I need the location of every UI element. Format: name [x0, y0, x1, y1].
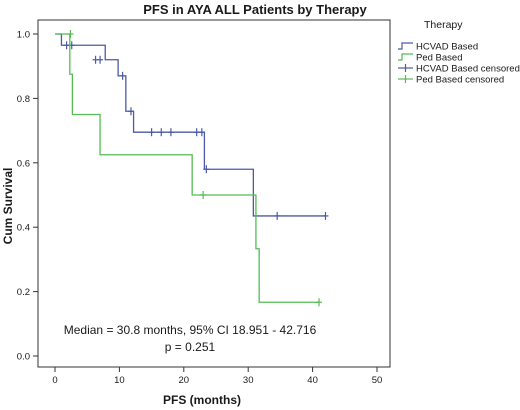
legend-swatch: [398, 42, 413, 50]
censor-mark-hcvad-based: [274, 211, 281, 220]
censor-mark-hcvad-based: [119, 71, 126, 80]
legend-label: Ped Based censored: [416, 75, 504, 86]
censor-mark-hcvad-based: [158, 128, 165, 137]
y-tick-label: 0.8: [17, 94, 30, 105]
censor-mark-hcvad-based: [198, 128, 205, 137]
x-axis-title: PFS (months): [163, 393, 241, 407]
y-tick-label: 0.4: [17, 223, 30, 234]
legend-item: HCVAD Based: [398, 42, 478, 53]
x-tick-label: 0: [52, 375, 57, 386]
x-tick-label: 50: [372, 375, 383, 386]
y-tick-label: 0.6: [17, 158, 30, 169]
censor-mark-hcvad-based: [127, 107, 134, 116]
legend-swatch: [398, 53, 413, 61]
x-tick-label: 40: [307, 375, 318, 386]
x-tick-label: 20: [179, 375, 190, 386]
median-annotation: Median = 30.8 months, 95% CI 18.951 - 42…: [64, 323, 317, 337]
series-line-ped-based: [55, 33, 320, 303]
legend-label: HCVAD Based: [416, 42, 478, 53]
y-axis-title: Cum Survival: [1, 168, 15, 245]
censor-mark-ped-based: [200, 191, 207, 199]
plot-frame: [37, 19, 391, 368]
legend-title: Therapy: [424, 19, 463, 31]
legend-item: HCVAD Based censored: [398, 64, 520, 75]
y-tick-label: 0.2: [17, 287, 30, 298]
censor-mark-ped-based: [67, 30, 74, 38]
censor-mark-hcvad-based: [97, 55, 104, 64]
series-line-hcvad-based: [55, 33, 326, 217]
censor-mark-hcvad-based: [167, 128, 174, 137]
chart-title: PFS in AYA ALL Patients by Therapy: [143, 2, 367, 17]
censor-mark-hcvad-based: [193, 128, 200, 137]
y-tick-label: 1.0: [17, 30, 30, 41]
legend-item: Ped Based censored: [398, 75, 504, 86]
p-value-annotation: p = 0.251: [165, 340, 216, 354]
legend-swatch: [398, 75, 413, 83]
censor-mark-hcvad-based: [148, 128, 155, 137]
legend-label: Ped Based: [416, 53, 462, 64]
censor-mark-hcvad-based: [203, 165, 210, 174]
legend-swatch: [398, 64, 413, 72]
axes: 0 10 20 30 40 50 0.0 0.2 0.4 0.6 0.8 1.0: [17, 30, 383, 387]
series-layer: [55, 30, 329, 307]
legend-label: HCVAD Based censored: [416, 64, 520, 75]
censor-mark-ped-based: [316, 298, 323, 307]
censor-mark-hcvad-based: [63, 41, 70, 50]
legend-item: Ped Based: [398, 53, 462, 64]
x-tick-label: 10: [114, 375, 125, 386]
x-tick-label: 30: [243, 375, 254, 386]
censor-mark-hcvad-based: [322, 211, 329, 220]
y-tick-label: 0.0: [17, 352, 30, 363]
